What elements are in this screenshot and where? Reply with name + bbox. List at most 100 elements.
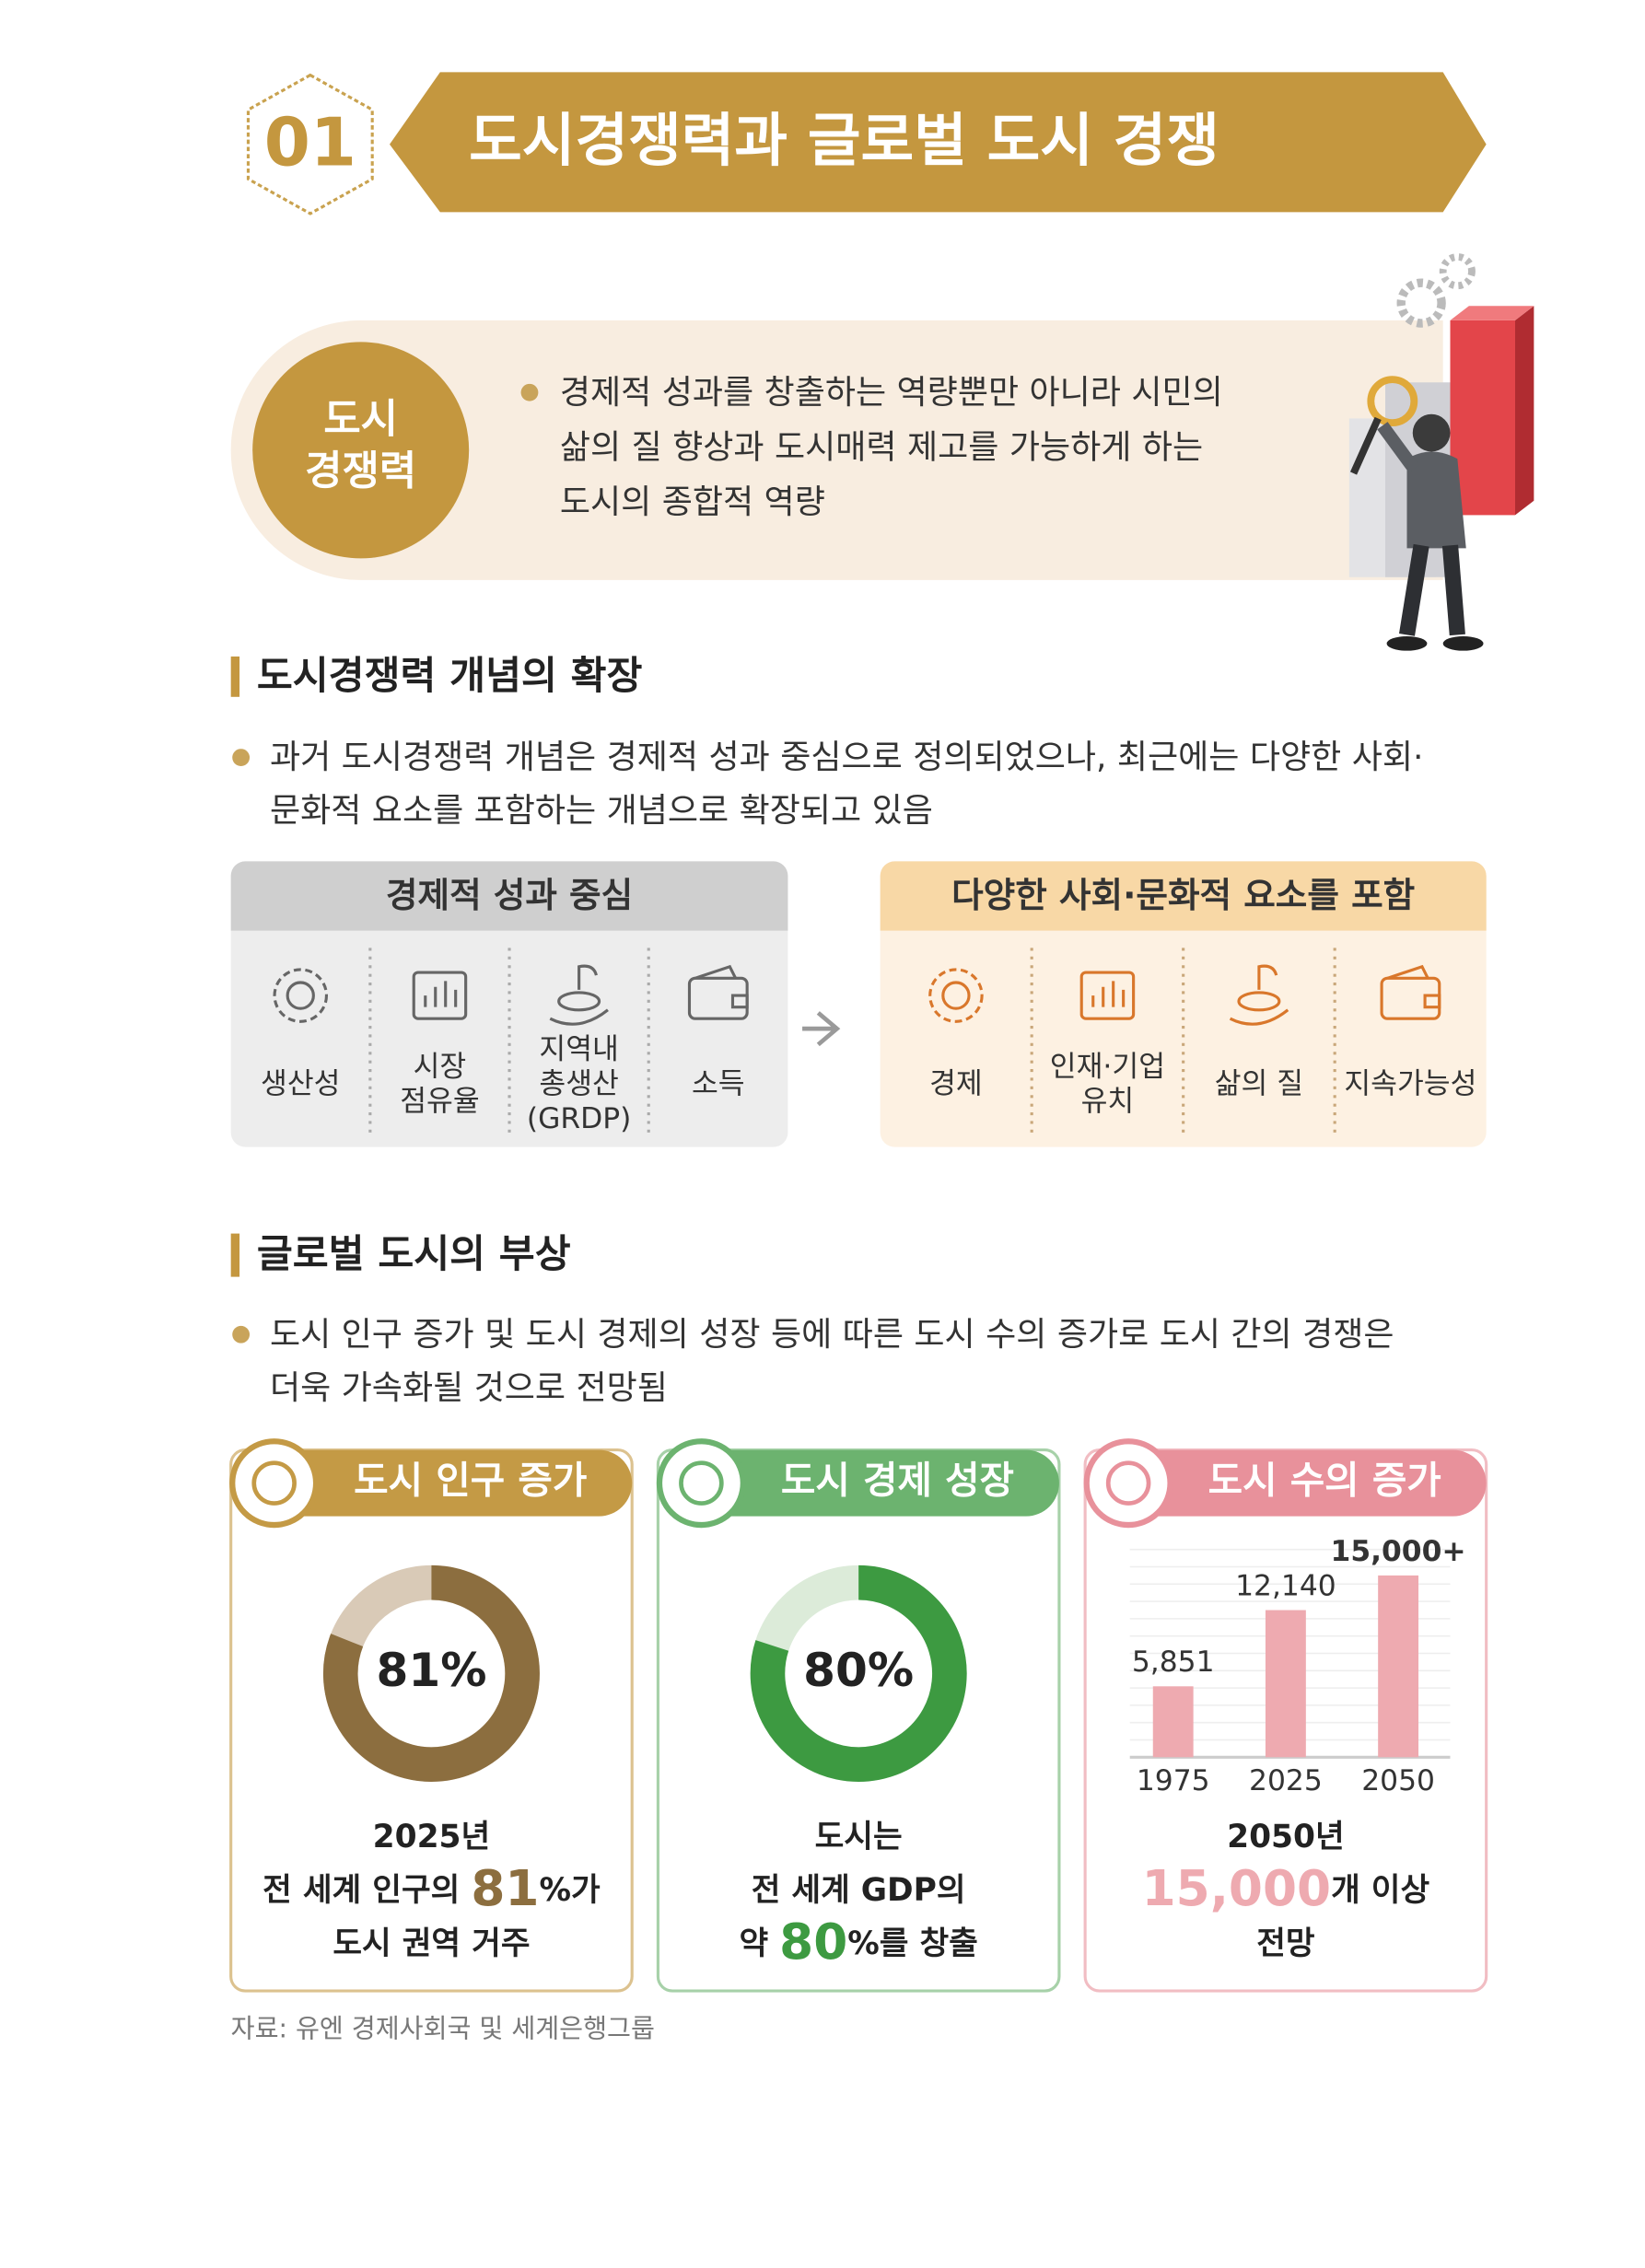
- icon: [1380, 964, 1441, 1020]
- card-header: [658, 1449, 1059, 1517]
- caption-text: 2025년: [373, 1819, 491, 1855]
- concept-title: 다양한 사회·문화적 요소를 포함: [951, 875, 1415, 915]
- bar-category: 2025: [1249, 1764, 1323, 1797]
- caption-highlight: 81: [471, 1860, 539, 1917]
- concept-item: 시장: [414, 1050, 467, 1083]
- icon-part: [1091, 981, 1126, 1007]
- illustration: [1348, 253, 1534, 651]
- title-banner: [390, 72, 1487, 213]
- concept-item: 지속가능성: [1344, 1067, 1476, 1100]
- concept-item: 총생산: [539, 1067, 618, 1100]
- donut-arc: [750, 1564, 967, 1782]
- icon-part: [549, 964, 609, 1026]
- body-text: 문화적 요소를 포함하는 개념으로 확장되고 있음: [270, 792, 933, 830]
- card: [229, 1448, 634, 1993]
- bullet: [520, 383, 539, 401]
- source: 자료: 유엔 경제사회국 및 세계은행그룹: [231, 2013, 655, 2043]
- card-icon: [229, 1438, 320, 1529]
- icon-part: [1079, 971, 1136, 1020]
- body-text: 더욱 가속화될 것으로 전망됨: [270, 1369, 668, 1407]
- card-caption: 2025년: [373, 1819, 491, 1855]
- section-heading: 글로벌 도시의 부상: [257, 1231, 571, 1276]
- concept-item: 경제: [929, 1067, 983, 1100]
- card-title: 도시 수의 증가: [1208, 1459, 1441, 1503]
- bar: [1152, 1686, 1194, 1758]
- term: 도시: [323, 396, 398, 443]
- donut-arc: [323, 1564, 540, 1782]
- page-title: 도시경쟁력과 글로벌 도시 경쟁: [469, 107, 1219, 174]
- bar-value-label: 15,000+: [1331, 1535, 1466, 1568]
- card-caption: 약 80%를 창출: [739, 1913, 977, 1971]
- card-header: [230, 1449, 633, 1517]
- card-icon: [1083, 1438, 1173, 1529]
- caption-highlight: 15,000: [1142, 1860, 1332, 1917]
- card-caption: 도시 권역 거주: [332, 1925, 530, 1961]
- card-icon-inner: [1105, 1460, 1151, 1506]
- caption-highlight: 80: [779, 1913, 847, 1971]
- bar: [1265, 1610, 1306, 1758]
- caption-text: 개 이상: [1331, 1872, 1429, 1909]
- icon-part: [557, 991, 601, 1012]
- icon-part: [941, 981, 971, 1010]
- caption-text: 2050년: [1227, 1819, 1345, 1855]
- icon: [928, 968, 984, 1023]
- card: [656, 1448, 1061, 1993]
- icon: [687, 964, 749, 1020]
- section-number: 01: [264, 103, 356, 180]
- card-header: [1085, 1449, 1487, 1517]
- icon-part: [1237, 991, 1281, 1012]
- concept-item: 생산성: [261, 1067, 340, 1100]
- icon: [1229, 964, 1289, 1026]
- body-text: 과거 도시경쟁력 개념은 경제적 성과 중심으로 정의되었으나, 최근에는 다양…: [270, 739, 1424, 776]
- bar-value-label: 5,851: [1132, 1646, 1215, 1679]
- bullet: [232, 749, 251, 766]
- arrow: [802, 1011, 841, 1047]
- icon: [412, 971, 468, 1020]
- bar-value-label: 12,140: [1235, 1569, 1336, 1602]
- concept-box-header: [230, 861, 788, 931]
- concept-box: [880, 861, 1487, 1147]
- caption-text: 약: [739, 1925, 779, 1961]
- card-title: 도시 인구 증가: [354, 1459, 587, 1503]
- caption-text: 도시 권역 거주: [332, 1925, 530, 1961]
- icon-part: [273, 968, 329, 1023]
- concept-item: 소득: [692, 1067, 745, 1100]
- card-title: 도시 경제 성장: [781, 1459, 1014, 1503]
- body-text: 도시 인구 증가 및 도시 경제의 성장 등에 따른 도시 수의 증가로 도시 …: [270, 1316, 1394, 1354]
- card-caption: 15,000개 이상: [1142, 1860, 1430, 1917]
- icon-part: [424, 981, 458, 1007]
- bar-category: 2050: [1361, 1764, 1435, 1797]
- caption-text: 도시는: [815, 1819, 903, 1855]
- concept-item: 유치: [1081, 1085, 1135, 1118]
- card-caption: 전망: [1256, 1925, 1315, 1961]
- icon-part: [286, 981, 315, 1010]
- card-icon-inner: [679, 1460, 724, 1506]
- concept-item: 지역내: [539, 1033, 618, 1066]
- concept-box-header: [880, 861, 1487, 931]
- card-caption: 전 세계 인구의 81%가: [262, 1860, 601, 1917]
- caption-text: 전 세계 GDP의: [752, 1872, 966, 1909]
- caption-text: %를 창출: [847, 1925, 978, 1961]
- caption-text: %가: [539, 1872, 601, 1909]
- icon-part: [694, 964, 749, 1009]
- definition-text: 도시의 종합적 역량: [560, 483, 825, 521]
- heading-marker: [230, 656, 240, 697]
- bullet: [232, 1325, 251, 1343]
- definition-text: 경제적 성과를 창출하는 역량뿐만 아니라 시민의: [560, 374, 1223, 412]
- icon-part: [1386, 964, 1441, 1009]
- bar: [1378, 1575, 1419, 1758]
- icon: [549, 964, 609, 1026]
- section-heading: 도시경쟁력 개념의 확장: [257, 653, 643, 698]
- bar-category: 1975: [1137, 1764, 1210, 1797]
- donut-label: 80%: [803, 1643, 914, 1697]
- icon-part: [928, 968, 984, 1023]
- concept-item: (GRDP): [527, 1102, 632, 1135]
- term: 경쟁력: [305, 448, 416, 494]
- concept-item: 삶의 질: [1215, 1067, 1303, 1100]
- icon-part: [412, 971, 468, 1020]
- icon-part: [1229, 964, 1289, 1026]
- hexagon: [246, 73, 374, 215]
- concept-item: 점유율: [400, 1085, 479, 1118]
